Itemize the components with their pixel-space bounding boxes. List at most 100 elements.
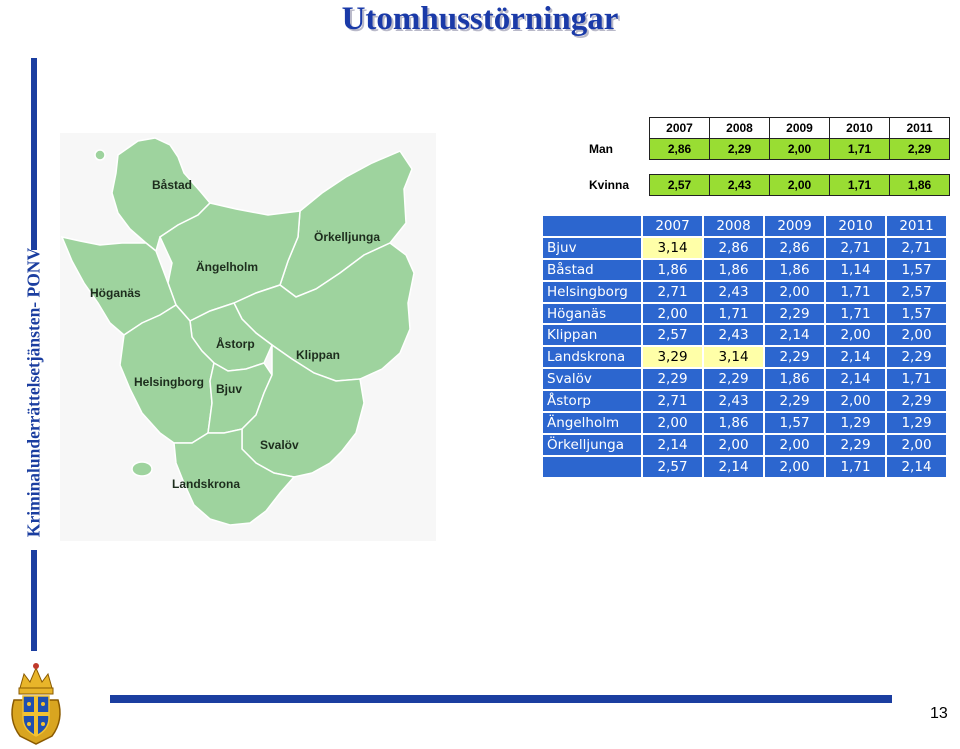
municipality-row: Örkelljunga 2,14 2,00 2,00 2,29 2,00 <box>543 434 946 455</box>
municipality-total-cell: 2,14 <box>704 456 763 477</box>
municipality-cell: 2,00 <box>765 281 824 302</box>
municipality-name: Örkelljunga <box>543 434 641 455</box>
municipality-cell: 2,00 <box>887 434 946 455</box>
municipality-cell: 2,43 <box>704 391 763 412</box>
municipality-year-header: 2007 <box>643 216 702 236</box>
gender-cell: 1,71 <box>829 174 890 196</box>
municipality-total-cell: 1,71 <box>826 456 885 477</box>
gender-cell: 1,71 <box>829 138 890 160</box>
municipality-year-header: 2011 <box>887 216 946 236</box>
map-region-svalov <box>241 343 365 478</box>
municipality-cell: 2,00 <box>765 434 824 455</box>
sidebar-text: Kriminalunderrättelsetjänsten- PONV <box>23 247 44 538</box>
municipality-header-corner <box>543 216 641 236</box>
municipality-cell: 2,00 <box>826 325 885 346</box>
municipality-cell: 2,00 <box>887 325 946 346</box>
gender-year-header: 2007 <box>649 117 710 139</box>
municipality-cell: 2,00 <box>643 413 702 433</box>
municipality-row: Ängelholm 2,00 1,86 1,57 1,29 1,29 <box>543 413 946 433</box>
sidebar-bar-bottom <box>31 550 37 651</box>
municipality-total-cell: 2,57 <box>643 456 702 477</box>
municipality-cell: 2,14 <box>643 434 702 455</box>
municipality-cell: 2,86 <box>704 237 763 258</box>
municipality-total-cell: 2,14 <box>887 456 946 477</box>
map-label-svalov: Svalöv <box>260 438 299 452</box>
gender-year-header: 2010 <box>829 117 890 139</box>
municipality-name: Båstad <box>543 259 641 280</box>
municipality-cell: 1,86 <box>704 413 763 433</box>
municipality-table: 2007 2008 2009 2010 2011 Bjuv 3,14 2,86 2,8… <box>541 214 948 479</box>
municipality-row: Båstad 1,86 1,86 1,86 1,14 1,57 <box>543 259 946 280</box>
municipality-cell: 1,29 <box>887 413 946 433</box>
municipality-cell: 1,71 <box>826 281 885 302</box>
gender-cell: 2,86 <box>649 138 710 160</box>
map-label-klippan: Klippan <box>296 348 340 362</box>
municipality-cell: 1,86 <box>704 259 763 280</box>
municipality-cell: 1,57 <box>887 303 946 324</box>
municipality-cell: 2,29 <box>765 347 824 368</box>
map-region-landskrona <box>173 428 296 526</box>
municipality-row: Svalöv 2,29 2,29 1,86 2,14 1,71 <box>543 369 946 390</box>
municipality-cell: 2,43 <box>704 281 763 302</box>
municipality-row: Helsingborg 2,71 2,43 2,00 1,71 2,57 <box>543 281 946 302</box>
municipality-name: Klippan <box>543 325 641 346</box>
municipality-cell: 2,57 <box>887 281 946 302</box>
municipality-cell: 3,14 <box>643 237 702 258</box>
municipality-header-row: 2007 2008 2009 2010 2011 <box>543 216 946 236</box>
municipality-cell: 1,29 <box>826 413 885 433</box>
municipality-name: Höganäs <box>543 303 641 324</box>
gender-row-label: Kvinna <box>589 178 630 192</box>
map-label-angelholm: Ängelholm <box>196 259 258 274</box>
gender-year-header: 2011 <box>889 117 950 139</box>
gender-row-label: Man <box>589 142 613 156</box>
municipality-cell: 2,86 <box>765 237 824 258</box>
municipality-cell: 1,71 <box>826 303 885 324</box>
municipality-cell: 2,71 <box>643 281 702 302</box>
gender-cell: 2,00 <box>769 174 830 196</box>
gender-row-man: Man 2,86 2,29 2,00 1,71 2,29 <box>573 138 950 160</box>
municipality-cell: 1,57 <box>887 259 946 280</box>
municipality-cell: 2,43 <box>704 325 763 346</box>
sidebar-bar-top <box>31 58 37 250</box>
municipality-cell: 2,00 <box>643 303 702 324</box>
page-title: Utomhusstörningar <box>341 1 619 37</box>
municipality-year-header: 2009 <box>765 216 824 236</box>
gender-year-header: 2008 <box>709 117 770 139</box>
municipality-map: Båstad Örkelljunga Ängelholm Höganäs Åst… <box>60 133 436 541</box>
municipality-name: Åstorp <box>543 391 641 412</box>
municipality-cell: 2,29 <box>643 369 702 390</box>
map-label-astorp: Åstorp <box>216 336 255 351</box>
municipality-cell: 1,86 <box>643 259 702 280</box>
municipality-cell: 2,57 <box>643 325 702 346</box>
municipality-cell: 2,14 <box>826 369 885 390</box>
municipality-cell: 1,86 <box>765 259 824 280</box>
municipality-cell: 2,14 <box>826 347 885 368</box>
map-island-ven <box>131 461 153 477</box>
map-label-landskrona: Landskrona <box>172 477 240 491</box>
municipality-cell: 1,57 <box>765 413 824 433</box>
municipality-cell: 2,00 <box>704 434 763 455</box>
municipality-total-row: 2,57 2,14 2,00 1,71 2,14 <box>543 456 946 477</box>
municipality-cell: 1,86 <box>765 369 824 390</box>
municipality-row: Höganäs 2,00 1,71 2,29 1,71 1,57 <box>543 303 946 324</box>
municipality-cell: 3,14 <box>704 347 763 368</box>
municipality-cell: 2,29 <box>887 347 946 368</box>
page-number: 13 <box>930 705 948 722</box>
gender-cell: 2,00 <box>769 138 830 160</box>
municipality-row: Bjuv 3,14 2,86 2,86 2,71 2,71 <box>543 237 946 258</box>
map-label-bjuv: Bjuv <box>216 382 242 396</box>
police-emblem <box>11 663 61 745</box>
municipality-cell: 2,71 <box>643 391 702 412</box>
municipality-cell: 1,14 <box>826 259 885 280</box>
municipality-name: Svalöv <box>543 369 641 390</box>
municipality-total-label <box>543 456 641 477</box>
municipality-cell: 3,29 <box>643 347 702 368</box>
footer-bar <box>110 695 892 703</box>
municipality-name: Helsingborg <box>543 281 641 302</box>
municipality-year-header: 2010 <box>826 216 885 236</box>
gender-cell: 1,86 <box>889 174 950 196</box>
gender-cell: 2,43 <box>709 174 770 196</box>
municipality-name: Ängelholm <box>543 413 641 433</box>
municipality-name: Landskrona <box>543 347 641 368</box>
municipality-total-cell: 2,00 <box>765 456 824 477</box>
